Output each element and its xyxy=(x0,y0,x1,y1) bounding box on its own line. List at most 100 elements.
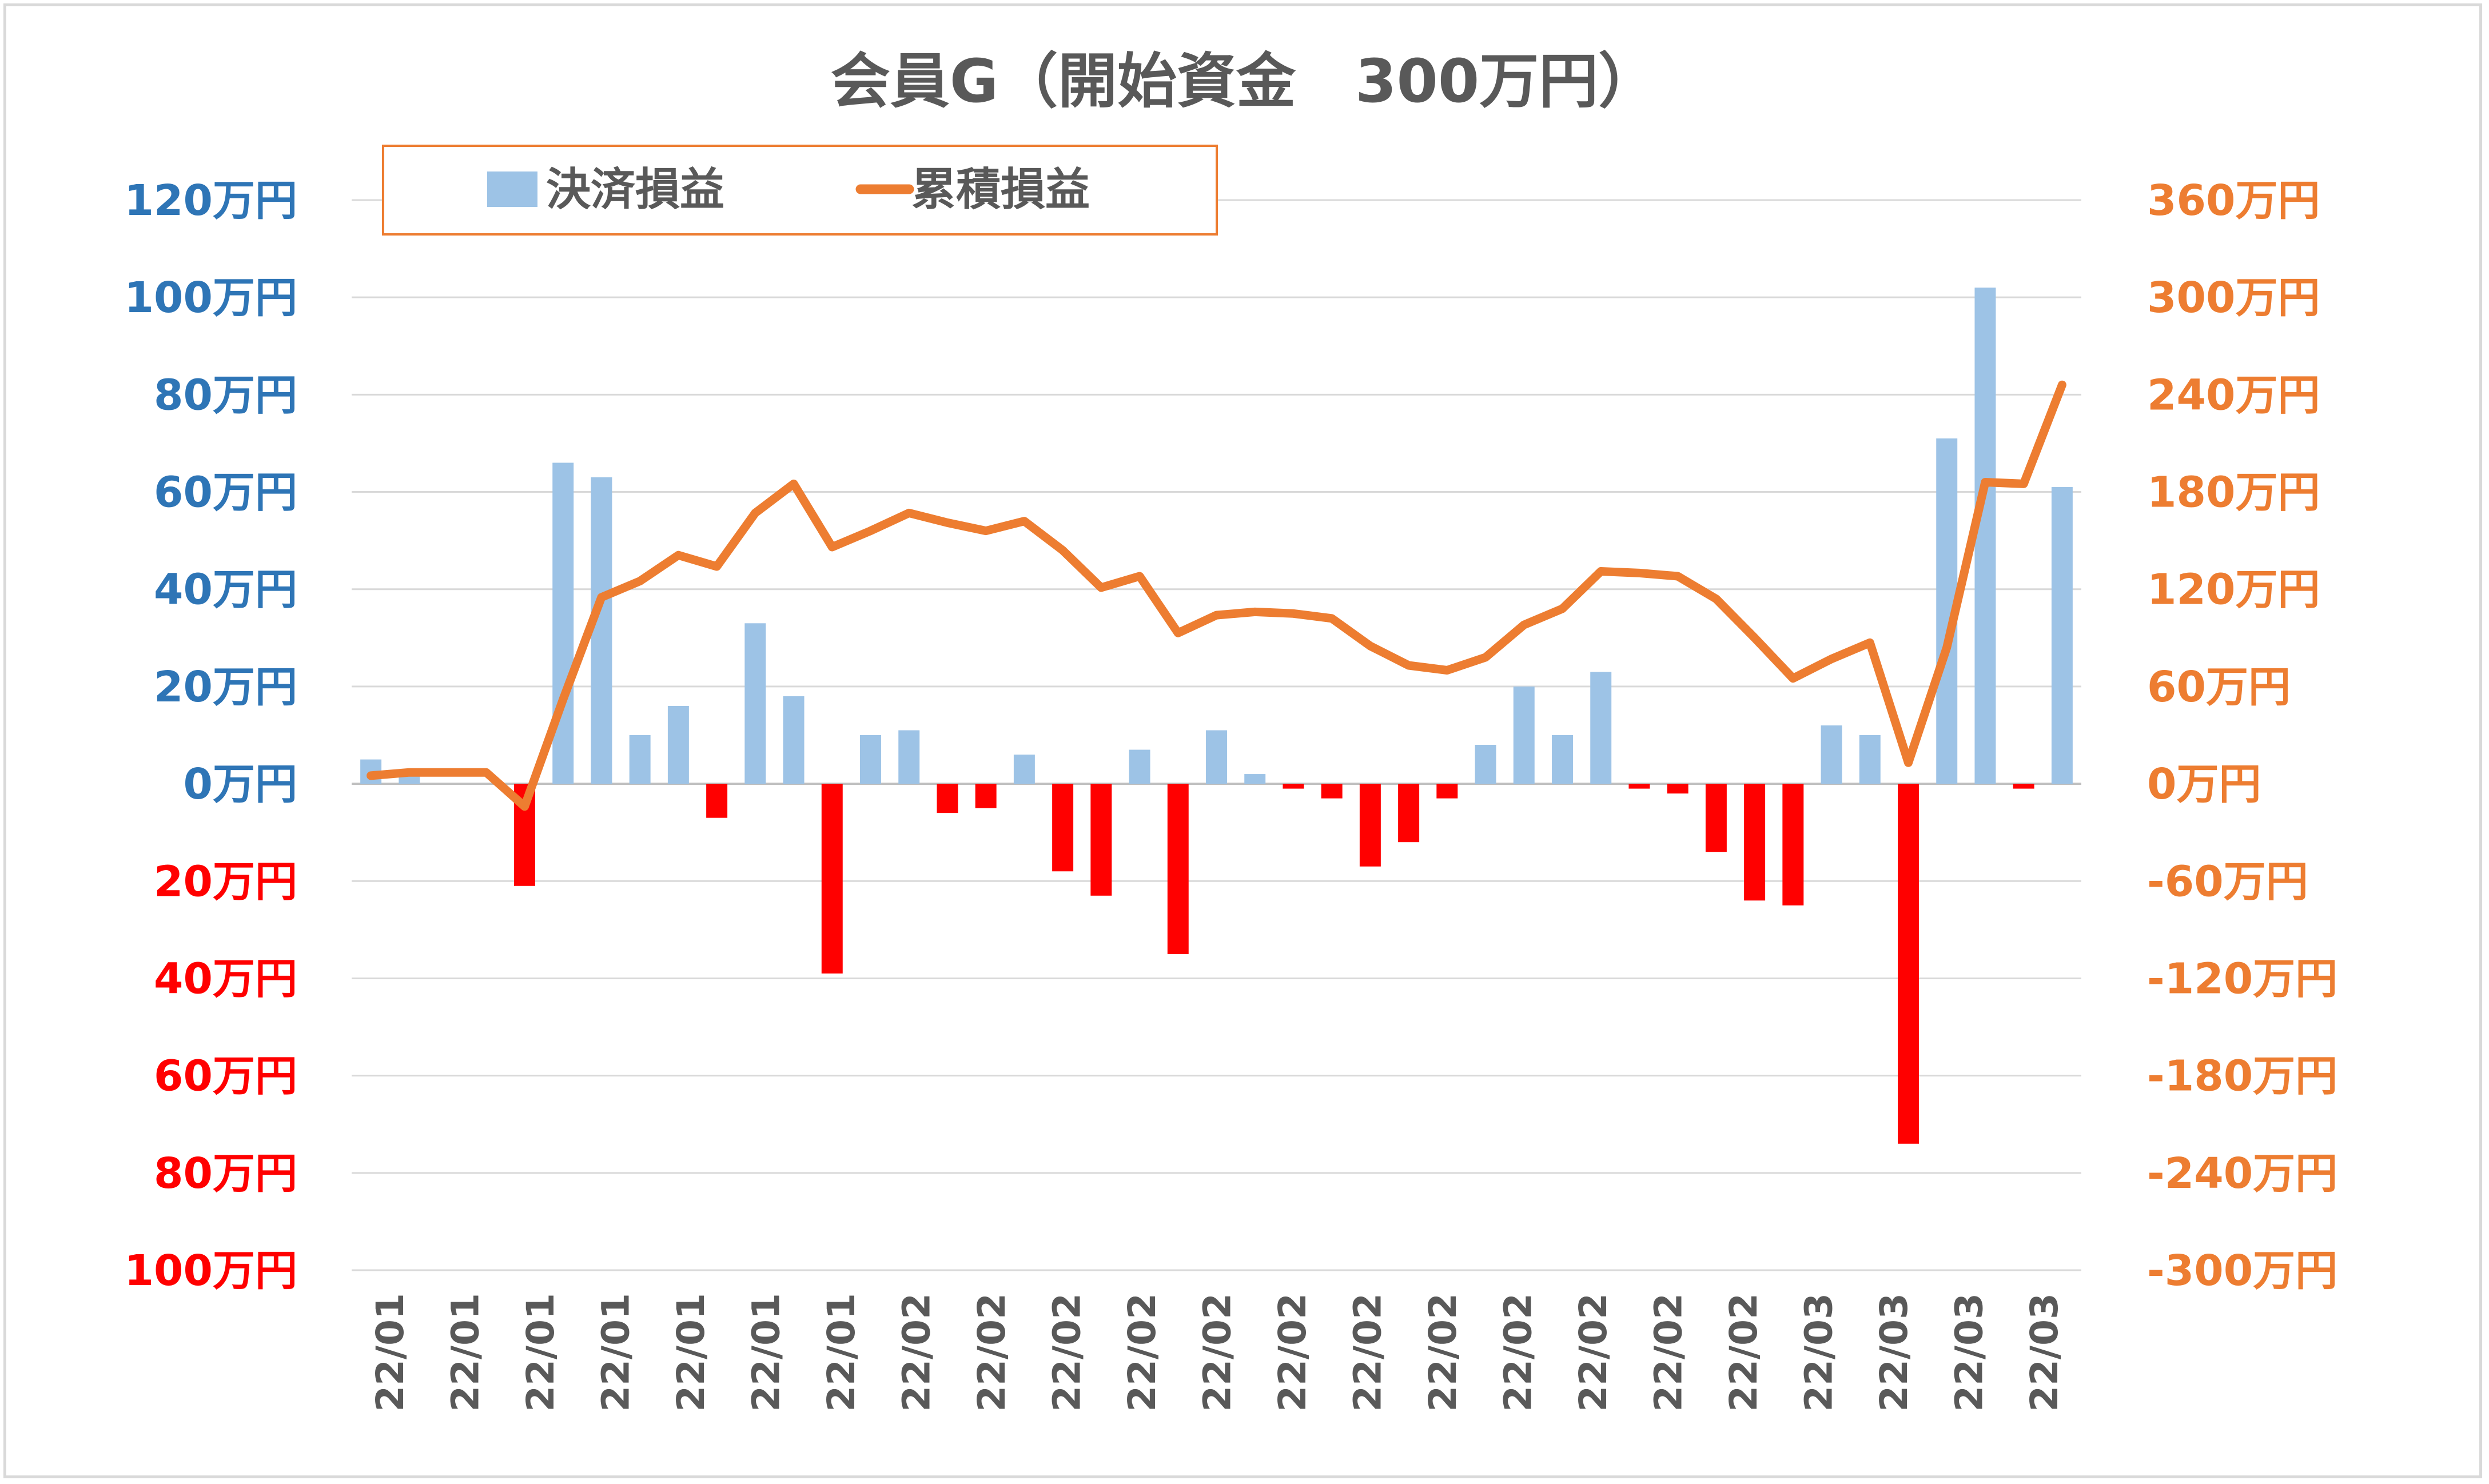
x-axis-tick-label: 22/02 xyxy=(1421,1293,1465,1412)
bar-mark xyxy=(1475,745,1496,784)
line-point xyxy=(2023,483,2025,485)
left-axis-tick-label: 20万円 xyxy=(154,663,297,712)
bar-series-決済損益 xyxy=(360,288,2073,1144)
right-axis-tick-label: -300万円 xyxy=(2147,1246,2337,1295)
right-axis-tick-label: -180万円 xyxy=(2147,1052,2337,1101)
line-point xyxy=(485,772,487,773)
right-y-axis: 360万円 300万円 240万円 180万円 120万円 60万円 0万円 -60万円 -12… xyxy=(2147,176,2337,1295)
bar-mark xyxy=(1090,784,1112,896)
line-point xyxy=(1254,611,1256,613)
bar-mark xyxy=(1129,749,1150,784)
right-axis-tick-label: 0万円 xyxy=(2147,760,2261,809)
bar-mark xyxy=(1283,784,1304,789)
bar-mark xyxy=(860,735,881,784)
bar-mark xyxy=(1013,755,1035,784)
line-point xyxy=(1331,617,1333,619)
line-point xyxy=(1446,669,1448,671)
line-point xyxy=(639,580,641,582)
bar-mark xyxy=(591,477,612,784)
line-point xyxy=(1946,647,1948,648)
x-axis-tick-label: 22/02 xyxy=(1722,1293,1766,1412)
legend-label-line: 累積損益 xyxy=(911,164,1090,216)
x-axis-tick-label: 22/02 xyxy=(1571,1293,1615,1412)
bar-mark xyxy=(783,696,805,784)
bar-mark xyxy=(1359,784,1381,867)
x-axis-tick-label: 22/02 xyxy=(1271,1293,1315,1412)
x-axis-tick-label: 22/03 xyxy=(2022,1293,2066,1412)
x-axis-tick-label: 22/01 xyxy=(819,1293,863,1412)
x-axis-tick-label: 22/03 xyxy=(1797,1293,1841,1412)
line-point xyxy=(1754,637,1755,639)
bar-mark xyxy=(744,623,766,784)
chart-title: 会員G（開始資金 300万円） xyxy=(831,46,1658,116)
bar-mark xyxy=(1667,784,1688,794)
line-point xyxy=(1677,576,1679,577)
x-axis-tick-label: 22/02 xyxy=(1120,1293,1164,1412)
line-point xyxy=(1369,645,1371,647)
line-point xyxy=(1408,665,1409,667)
bar-mark xyxy=(975,784,997,808)
line-point xyxy=(370,775,372,776)
left-axis-tick-label: 100万円 xyxy=(125,1246,297,1295)
line-point xyxy=(1984,481,1986,483)
x-axis: 22/01 22/01 22/01 22/01 22/01 22/01 22/01 22/02… xyxy=(368,1293,2066,1412)
bar-mark xyxy=(552,462,574,784)
line-point xyxy=(985,530,987,532)
right-axis-tick-label: 360万円 xyxy=(2147,176,2320,225)
left-y-axis: 120万円 100万円 80万円 60万円 40万円 20万円 0万円 20万円 40万円 60万… xyxy=(125,176,297,1295)
x-axis-tick-label: 22/01 xyxy=(368,1293,412,1412)
line-point xyxy=(1139,576,1141,577)
line-point xyxy=(1024,520,1025,522)
right-axis-tick-label: -60万円 xyxy=(2147,857,2308,906)
line-point xyxy=(600,596,602,598)
bar-mark xyxy=(1821,725,1842,784)
left-axis-tick-label: 40万円 xyxy=(154,565,297,615)
bar-mark xyxy=(1436,784,1458,799)
x-axis-tick-label: 22/01 xyxy=(443,1293,487,1412)
line-point xyxy=(1600,571,1602,572)
right-axis-tick-label: 300万円 xyxy=(2147,273,2320,322)
x-axis-tick-label: 22/02 xyxy=(1496,1293,1540,1412)
line-point xyxy=(1485,656,1487,658)
bar-mark xyxy=(1552,735,1573,784)
x-axis-tick-label: 22/01 xyxy=(669,1293,713,1412)
line-point xyxy=(1715,598,1717,600)
left-axis-tick-label: 0万円 xyxy=(184,760,298,809)
right-axis-tick-label: 240万円 xyxy=(2147,370,2320,420)
legend-swatch-bar xyxy=(487,171,537,207)
x-axis-tick-label: 22/01 xyxy=(744,1293,788,1412)
bar-mark xyxy=(1859,735,1881,784)
left-axis-tick-label: 100万円 xyxy=(125,273,297,322)
line-point xyxy=(1523,624,1525,626)
legend: 決済損益 累積損益 xyxy=(382,145,1218,236)
bar-mark xyxy=(1974,288,1996,784)
line-point xyxy=(1792,677,1794,679)
bar-mark xyxy=(1744,784,1766,901)
bar-mark xyxy=(1628,784,1650,789)
right-axis-tick-label: 120万円 xyxy=(2147,565,2320,615)
line-point xyxy=(2061,384,2063,386)
bar-mark xyxy=(937,784,958,813)
bar-mark xyxy=(706,784,728,818)
line-point xyxy=(1638,572,1640,574)
bar-mark xyxy=(898,730,920,784)
right-axis-tick-label: -240万円 xyxy=(2147,1149,2337,1198)
x-axis-tick-label: 22/03 xyxy=(1948,1293,1992,1412)
x-axis-tick-label: 22/03 xyxy=(1872,1293,1916,1412)
line-point xyxy=(524,805,525,807)
right-axis-tick-label: -120万円 xyxy=(2147,954,2337,1003)
bar-mark xyxy=(1398,784,1420,843)
line-point xyxy=(793,483,795,485)
line-point xyxy=(678,554,679,556)
x-axis-tick-label: 22/02 xyxy=(1346,1293,1390,1412)
line-point xyxy=(1216,615,1217,616)
line-series-累積損益 xyxy=(367,380,2066,811)
bar-mark xyxy=(629,735,651,784)
bar-mark xyxy=(1782,784,1804,905)
bar-mark xyxy=(2013,784,2034,789)
legend-label-bar: 決済損益 xyxy=(546,164,724,216)
bar-mark xyxy=(1513,686,1535,784)
line-point xyxy=(831,546,833,548)
line-point xyxy=(447,772,449,773)
